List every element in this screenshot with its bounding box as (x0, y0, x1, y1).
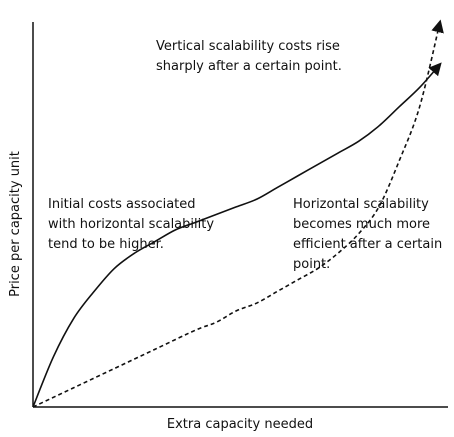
x-axis-title: Extra capacity needed (167, 417, 313, 432)
annotation-horizontal-efficiency: Horizontal scalability becomes much more… (293, 197, 446, 272)
vertical-scalability-curve (32, 19, 444, 408)
annotation-initial-costs: Initial costs associated with horizontal… (48, 197, 218, 252)
annotation-vertical-scalability: Vertical scalability costs rise sharply … (156, 39, 344, 74)
y-axis-title: Price per capacity unit (8, 151, 23, 297)
horizontal-scalability-curve (32, 62, 442, 408)
